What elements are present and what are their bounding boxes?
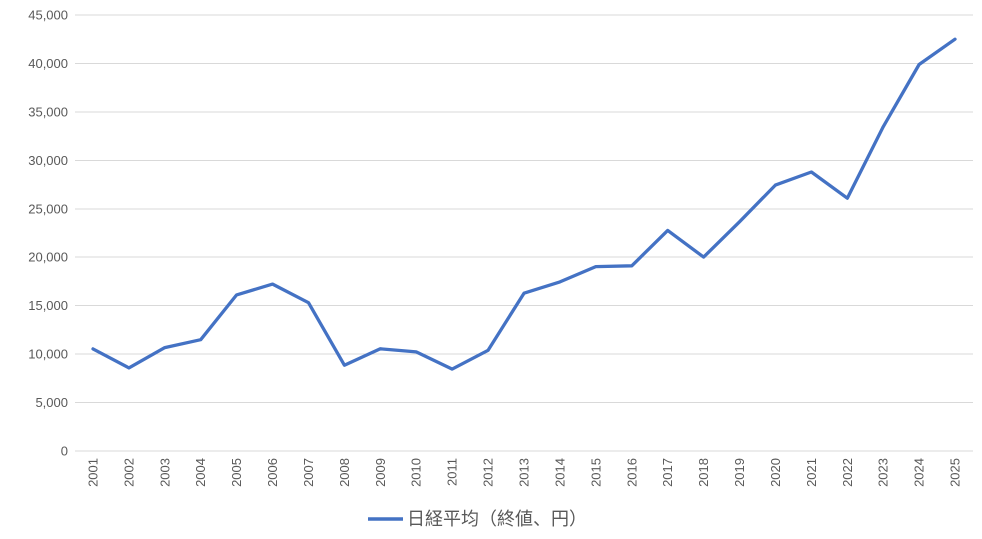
y-axis-tick-label: 40,000 (28, 56, 68, 71)
x-axis-tick-label: 2017 (660, 458, 675, 487)
y-axis-tick-label: 45,000 (28, 8, 68, 23)
x-axis-tick-label: 2023 (876, 458, 891, 487)
x-axis-tick-label: 2002 (121, 458, 136, 487)
x-axis-tick-label: 2001 (85, 458, 100, 487)
x-axis-tick-label: 2019 (732, 458, 747, 487)
nikkei-series-line (91, 37, 957, 371)
x-axis-tick-label: 2009 (373, 458, 388, 487)
x-axis-tick-label: 2012 (481, 458, 496, 487)
x-axis-tick-label: 2010 (409, 458, 424, 487)
x-axis-tick-label: 2016 (624, 458, 639, 487)
x-axis-tick-label: 2013 (517, 458, 532, 487)
x-axis-labels: 2001 2002 2003 2004 2005 2006 2007 2008 2009 2010… (85, 458, 962, 487)
y-axis-tick-label: 20,000 (28, 250, 68, 265)
y-axis-tick-label: 15,000 (28, 298, 68, 313)
x-axis-tick-label: 2015 (588, 458, 603, 487)
x-axis-tick-label: 2004 (193, 458, 208, 487)
x-axis-tick-label: 2020 (768, 458, 783, 487)
x-axis-tick-label: 2003 (157, 458, 172, 487)
y-axis-tick-label: 25,000 (28, 201, 68, 216)
x-axis-tick-label: 2025 (948, 458, 963, 487)
y-axis-tick-label: 5,000 (35, 395, 68, 410)
x-axis-tick-label: 2011 (445, 458, 460, 486)
gridlines (75, 14, 973, 452)
x-axis-tick-label: 2007 (301, 458, 316, 487)
legend-label: 日経平均（終値、円） (407, 509, 587, 529)
x-axis-tick-label: 2018 (696, 458, 711, 487)
x-axis-tick-label: 2014 (552, 458, 567, 487)
x-axis-tick-label: 2021 (804, 458, 819, 487)
y-axis-tick-label: 0 (61, 444, 68, 459)
x-axis-tick-label: 2008 (337, 458, 352, 487)
y-axis-tick-label: 30,000 (28, 153, 68, 168)
legend: 日経平均（終値、円） (368, 509, 587, 529)
x-axis-tick-label: 2024 (912, 458, 927, 487)
x-axis-tick-label: 2022 (840, 458, 855, 487)
y-axis-tick-label: 10,000 (28, 347, 68, 362)
x-axis-tick-label: 2005 (229, 458, 244, 487)
y-axis-tick-label: 35,000 (28, 104, 68, 119)
x-axis-tick-label: 2006 (265, 458, 280, 487)
y-axis-labels: 0 5,000 10,000 15,000 20,000 25,000 30,000 35,0… (28, 8, 68, 459)
